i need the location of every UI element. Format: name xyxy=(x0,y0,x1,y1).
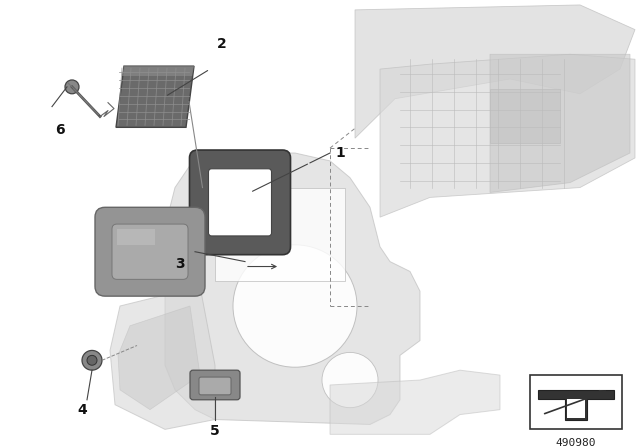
Polygon shape xyxy=(380,54,635,217)
Polygon shape xyxy=(330,370,500,434)
Text: 4: 4 xyxy=(77,403,87,417)
Circle shape xyxy=(82,350,102,370)
Text: 490980: 490980 xyxy=(556,438,596,448)
Polygon shape xyxy=(165,153,420,424)
Text: 1: 1 xyxy=(335,146,345,160)
Polygon shape xyxy=(566,400,586,418)
Polygon shape xyxy=(117,229,155,245)
Circle shape xyxy=(322,353,378,408)
Polygon shape xyxy=(355,5,635,138)
FancyBboxPatch shape xyxy=(209,169,271,236)
Circle shape xyxy=(65,80,79,94)
Text: 3: 3 xyxy=(175,257,185,271)
FancyBboxPatch shape xyxy=(189,150,291,254)
Polygon shape xyxy=(118,306,200,409)
Text: 2: 2 xyxy=(217,38,227,52)
Polygon shape xyxy=(490,54,630,193)
Text: 6: 6 xyxy=(55,123,65,137)
Polygon shape xyxy=(122,66,194,76)
FancyBboxPatch shape xyxy=(199,377,231,395)
Circle shape xyxy=(87,355,97,365)
Bar xyxy=(490,89,560,143)
Circle shape xyxy=(233,245,357,367)
Polygon shape xyxy=(116,66,194,127)
Text: 5: 5 xyxy=(210,424,220,439)
Polygon shape xyxy=(538,390,614,419)
FancyBboxPatch shape xyxy=(95,207,205,296)
Bar xyxy=(215,188,345,281)
FancyBboxPatch shape xyxy=(190,370,240,400)
Bar xyxy=(530,375,622,429)
FancyBboxPatch shape xyxy=(112,224,188,280)
Polygon shape xyxy=(110,286,215,429)
